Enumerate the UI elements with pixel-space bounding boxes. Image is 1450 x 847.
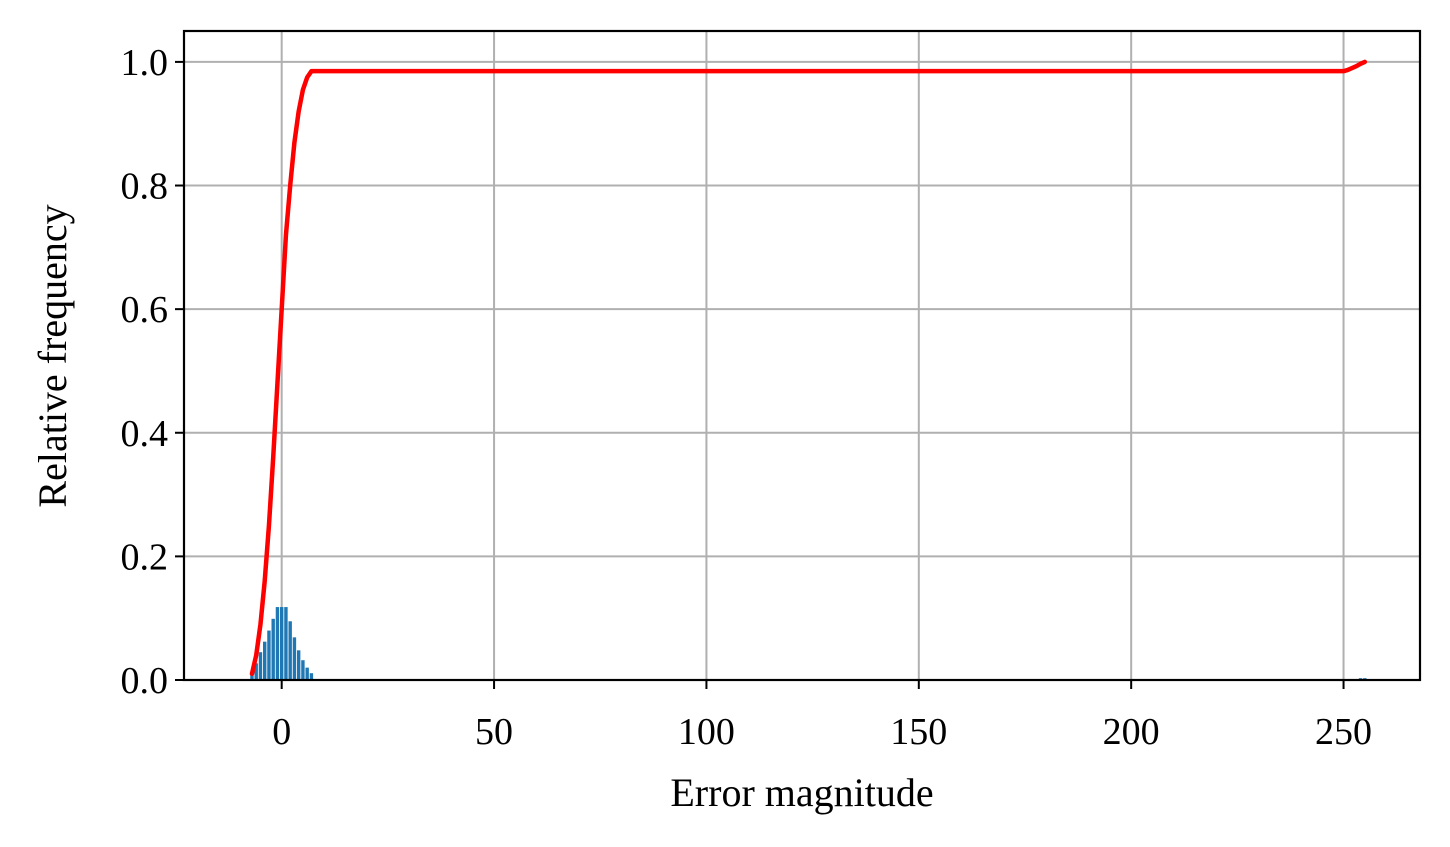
histogram-bar — [271, 618, 275, 680]
histogram-bar — [305, 667, 309, 680]
y-tick-label: 0.6 — [121, 289, 169, 331]
x-axis-ticks: 0 50 100 150 200 250 — [272, 680, 1372, 753]
grid — [184, 31, 1420, 681]
cdf-series — [249, 59, 1368, 677]
histogram-bar — [254, 663, 258, 680]
y-tick-label: 1.0 — [121, 42, 169, 84]
x-tick-label: 150 — [890, 711, 947, 753]
y-tick-label: 0.4 — [121, 413, 169, 455]
histogram-bar — [279, 607, 284, 680]
x-tick-label: 200 — [1103, 711, 1160, 753]
histogram-bar — [258, 652, 263, 680]
histogram-bars — [250, 607, 1367, 680]
histogram-bar — [301, 660, 305, 680]
plot-frame — [182, 29, 1422, 682]
y-axis-label: Relative frequency — [30, 204, 75, 507]
x-tick-label: 250 — [1315, 711, 1372, 753]
y-tick-label: 0.8 — [121, 166, 169, 208]
cdf-line — [249, 59, 1368, 677]
x-tick-label: 100 — [678, 711, 735, 753]
histogram-bar — [267, 630, 271, 680]
histogram-bar — [288, 621, 292, 680]
histogram-bar — [309, 673, 314, 680]
histogram-bar — [292, 637, 297, 680]
x-tick-label: 50 — [475, 711, 513, 753]
y-tick-label: 0.2 — [121, 536, 169, 578]
histogram-bar — [284, 607, 288, 680]
y-axis-ticks: 0.0 0.2 0.4 0.6 0.8 1.0 — [121, 42, 184, 702]
histogram-bar — [263, 641, 267, 680]
x-axis-label: Error magnitude — [670, 770, 933, 815]
x-tick-label: 0 — [272, 711, 291, 753]
histogram-bar — [296, 650, 301, 680]
histogram-bar — [275, 607, 280, 680]
y-tick-label: 0.0 — [121, 660, 169, 702]
